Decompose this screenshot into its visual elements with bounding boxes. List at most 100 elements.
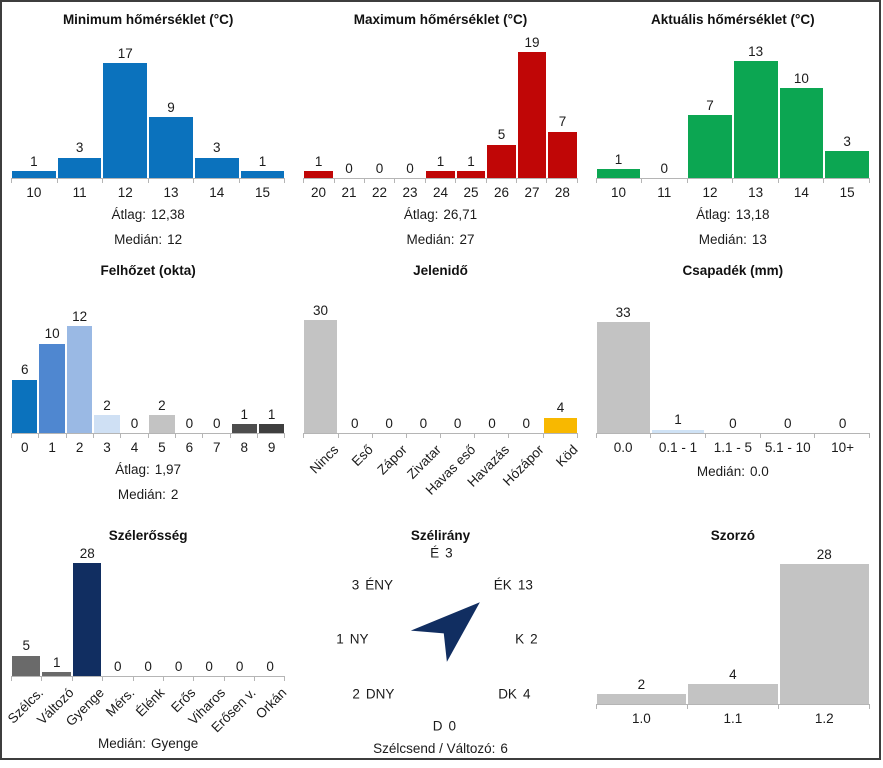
x-tick-label: 1	[48, 440, 56, 455]
bar	[688, 115, 732, 178]
x-axis	[303, 433, 578, 438]
bar-cell: 1	[231, 408, 258, 433]
bar-cell: 7	[687, 98, 733, 178]
stat-label: Átlag:	[115, 462, 150, 477]
bar-value-label: 1	[267, 406, 276, 422]
stat-line: Medián: Gyenge	[2, 736, 294, 751]
stat-value: Gyenge	[151, 736, 199, 751]
x-tick-label: 2	[75, 440, 84, 455]
chart-maximum-homerseklet: Maximum hőmérséklet (°C) 1 0 0 0 1 1 5 19 7 20 21 22…	[294, 2, 586, 257]
bar-value-label: 0	[729, 415, 737, 431]
stat-value: 0.0	[749, 464, 769, 479]
bar-value-label: 0	[266, 658, 274, 674]
stat-label: Medián:	[698, 232, 747, 247]
x-tick-label: 3	[103, 440, 111, 455]
x-tick-label: 8	[240, 440, 248, 455]
wind-direction-count: 3	[351, 577, 360, 593]
axis-tick	[303, 434, 337, 438]
bar-cell: 0	[133, 659, 163, 677]
wind-direction-name: K	[515, 631, 525, 647]
chart-szorzo: Szorzó 2 4 28 1.0 1.1 1.2	[587, 512, 879, 758]
wind-direction-name: ÉNY	[365, 577, 393, 593]
bar-cell: 19	[517, 34, 547, 178]
x-tick-label: 23	[402, 185, 418, 200]
x-tick-label: 20	[311, 185, 327, 200]
bar-value-label: 3	[75, 140, 84, 156]
x-tick-label: 22	[372, 185, 388, 200]
x-tick-label: 10	[26, 185, 42, 200]
stat-line: Átlag: 12,38	[2, 207, 294, 222]
bar-cell: 10	[38, 327, 65, 433]
x-axis	[595, 433, 871, 438]
bar-cell: 0	[475, 415, 509, 434]
axis-tick	[238, 179, 286, 183]
x-tick-label: 0.1 - 1	[658, 440, 698, 455]
bar-value-label: 19	[524, 34, 540, 50]
bar-cell: 9	[148, 101, 194, 178]
stat-line: Átlag: 26,71	[294, 207, 586, 222]
bar-value-label: 0	[406, 160, 414, 176]
axis-tick	[162, 677, 193, 681]
wind-direction-count: 3	[445, 545, 453, 561]
bar-value-label: 0	[385, 415, 393, 431]
x-axis	[303, 178, 578, 183]
bar-value-label: 10	[44, 326, 60, 342]
bar-value-label: 0	[660, 160, 668, 176]
axis-tick	[71, 677, 102, 681]
x-tick-label: 5.1 - 10	[764, 440, 811, 455]
bar	[779, 88, 824, 178]
bar	[231, 424, 257, 433]
bar-value-label: 0	[488, 415, 496, 431]
wind-direction-nw: 3 ÉNY	[352, 578, 393, 593]
bar-cell: 0	[364, 161, 394, 179]
x-axis	[595, 704, 870, 709]
stat-label: Medián:	[98, 736, 147, 751]
axis-tick	[823, 179, 871, 183]
wind-footer-label: Szélcsend / Változó:	[373, 741, 496, 756]
bar-value-label: 0	[174, 658, 183, 674]
bar-value-label: 0	[213, 415, 221, 431]
x-tick-label: 1.1	[723, 711, 743, 726]
axis-tick	[371, 434, 406, 438]
bar	[304, 320, 337, 433]
bar	[42, 672, 71, 676]
stat-label: Medián:	[117, 487, 166, 502]
chart-csapadek: Csapadék (mm) 33 1 0 0 0 0.0 0.1 - 1 1.1 - 5 5.1 …	[587, 257, 879, 512]
x-tick-label: 13	[163, 185, 179, 200]
bar-value-label: 10	[793, 70, 809, 86]
wind-direction-name: D	[432, 718, 443, 734]
stat-label: Átlag:	[111, 207, 147, 222]
wind-direction-name: É	[430, 545, 440, 561]
bar	[57, 157, 102, 178]
axis-tick	[542, 434, 578, 438]
bar	[94, 415, 120, 433]
chart-title: Felhőzet (okta)	[100, 263, 196, 278]
bar-value-label: 1	[314, 153, 323, 169]
chart-title: Minimum hőmérséklet (°C)	[62, 12, 234, 27]
x-tick-label: 1.2	[814, 711, 834, 726]
chart-felhozet: Felhőzet (okta) 6 10 12 2 0 2 0 0 1 1 0 1 2 3 4 5 6 7 8 9 Átl…	[2, 257, 294, 512]
wind-direction-name: NY	[349, 631, 369, 647]
bar-cell: 2	[148, 399, 175, 433]
chart-title: Jelenidő	[413, 263, 468, 278]
bar-value-label: 7	[558, 114, 567, 130]
chart-title: Szélerősség	[108, 528, 188, 543]
bar	[487, 144, 516, 178]
stat-line: Átlag: 1,97	[2, 462, 294, 477]
bar-cell: 0	[641, 160, 687, 179]
wind-direction-count: 2	[352, 686, 360, 702]
axis-tick	[595, 705, 687, 709]
axis-tick	[120, 434, 147, 438]
stat-value: 12	[167, 232, 183, 247]
chart-szelirany: Szélirány É 3 ÉK 13 K 2 DK 4 D 0 2 DNY 1 NY 3 ÉNY Szélcse…	[294, 512, 586, 758]
axis-tick	[92, 434, 120, 438]
bar-cell: 0	[194, 659, 224, 677]
x-tick-label: 15	[254, 185, 270, 200]
stat-value: 1,97	[154, 462, 182, 477]
bar	[596, 322, 650, 433]
x-tick-label: 10+	[831, 440, 855, 455]
chart-title: Szélirány	[410, 528, 471, 543]
x-tick-label: 28	[554, 185, 570, 200]
bar	[194, 157, 239, 178]
